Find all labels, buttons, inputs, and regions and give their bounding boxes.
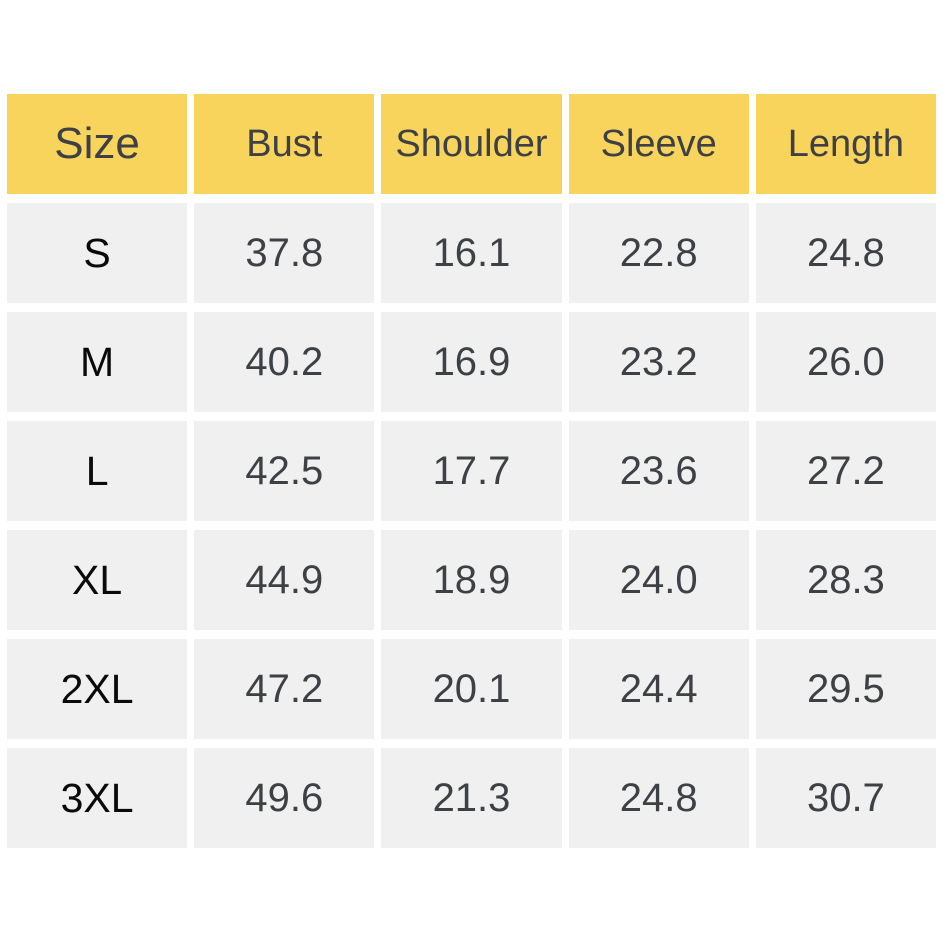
bust-value: 42.5 [194, 421, 375, 521]
header-cell-bust: Bust [194, 94, 375, 194]
length-value: 24.8 [755, 203, 936, 303]
sleeve-value: 24.0 [568, 530, 749, 630]
bust-value: 40.2 [194, 312, 375, 412]
sleeve-value: 24.8 [568, 748, 749, 848]
size-label: M [7, 312, 188, 412]
shoulder-value: 16.9 [381, 312, 562, 412]
length-value: 30.7 [755, 748, 936, 848]
size-chart-table: Size Bust Shoulder Sleeve Length S 37.8 … [7, 94, 936, 848]
bust-value: 37.8 [194, 203, 375, 303]
header-cell-shoulder: Shoulder [381, 94, 562, 194]
bust-value: 47.2 [194, 639, 375, 739]
size-label: S [7, 203, 188, 303]
size-label: 2XL [7, 639, 188, 739]
sleeve-value: 22.8 [568, 203, 749, 303]
length-value: 26.0 [755, 312, 936, 412]
sleeve-value: 23.2 [568, 312, 749, 412]
shoulder-value: 18.9 [381, 530, 562, 630]
sleeve-value: 23.6 [568, 421, 749, 521]
header-cell-size: Size [7, 94, 188, 194]
size-label: XL [7, 530, 188, 630]
shoulder-value: 20.1 [381, 639, 562, 739]
length-value: 28.3 [755, 530, 936, 630]
shoulder-value: 21.3 [381, 748, 562, 848]
bust-value: 44.9 [194, 530, 375, 630]
length-value: 29.5 [755, 639, 936, 739]
sleeve-value: 24.4 [568, 639, 749, 739]
size-label: L [7, 421, 188, 521]
shoulder-value: 16.1 [381, 203, 562, 303]
header-cell-sleeve: Sleeve [568, 94, 749, 194]
shoulder-value: 17.7 [381, 421, 562, 521]
bust-value: 49.6 [194, 748, 375, 848]
size-label: 3XL [7, 748, 188, 848]
header-cell-length: Length [755, 94, 936, 194]
length-value: 27.2 [755, 421, 936, 521]
